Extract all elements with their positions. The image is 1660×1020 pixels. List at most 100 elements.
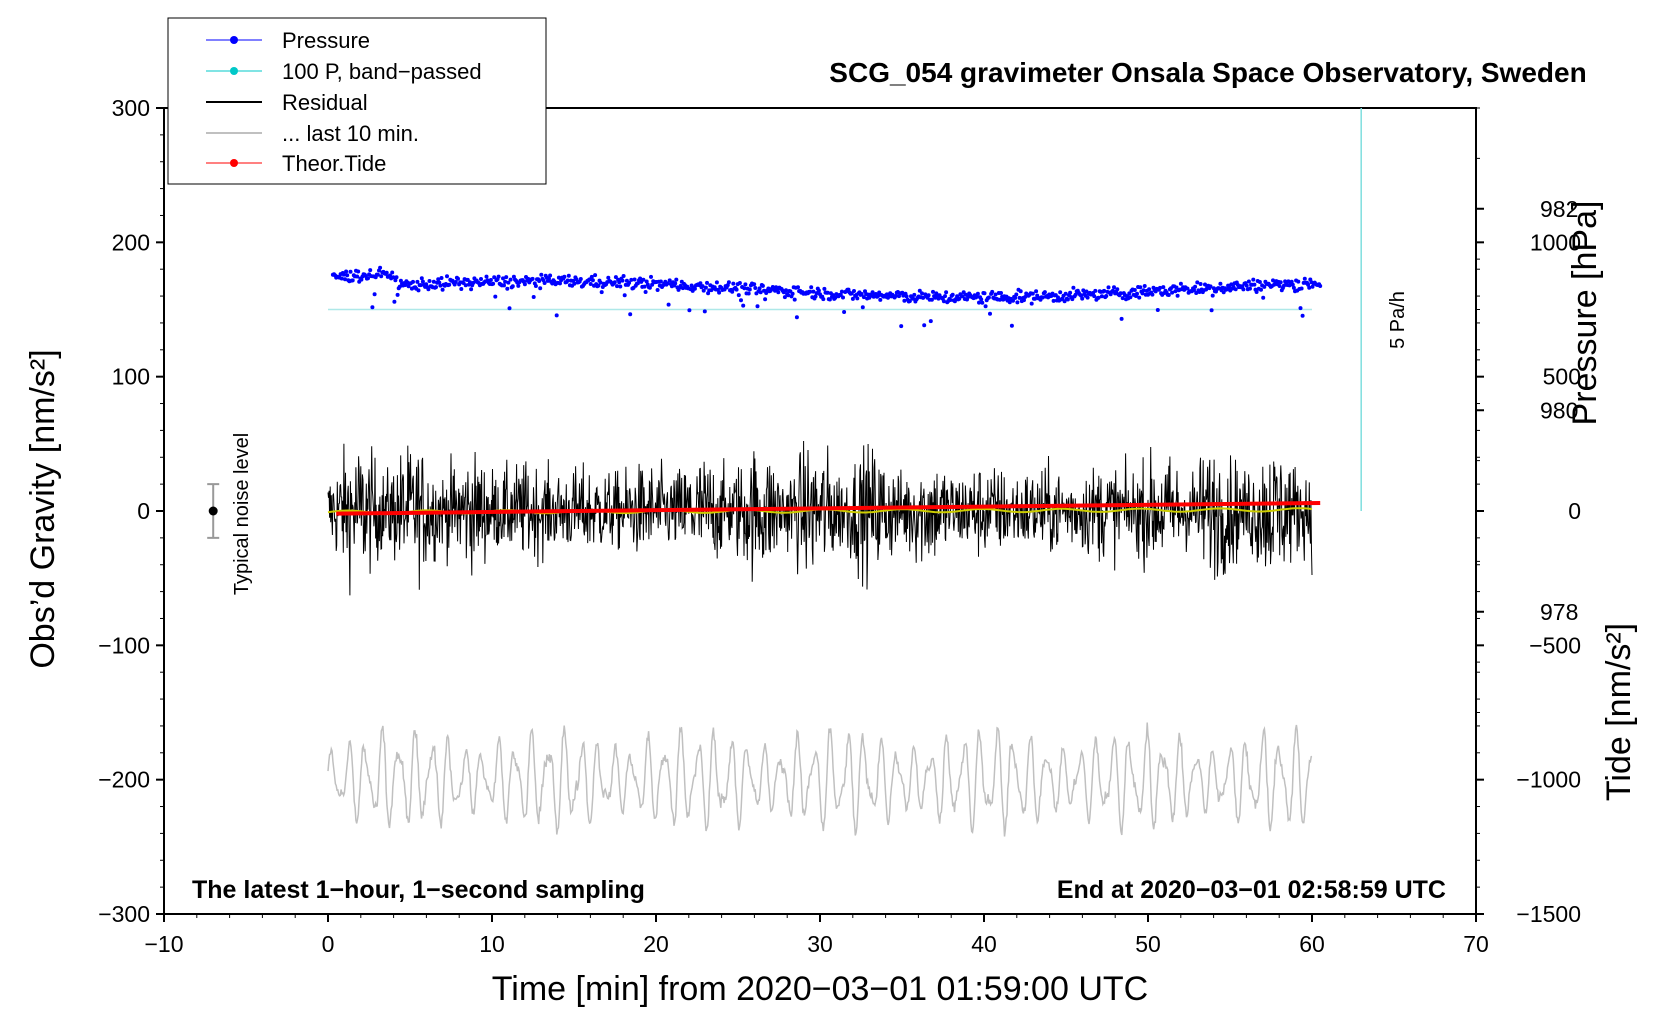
pressure-point [1299,286,1304,291]
pressure-point [714,280,719,285]
pressure-point [437,280,442,285]
pressure-point [1194,291,1199,295]
pressure-point [1244,283,1249,288]
pressure-point [921,295,926,300]
pressure-point [1158,285,1162,290]
pressure-point [493,294,498,299]
pressure-point [950,292,955,297]
pressure-point [980,300,985,305]
pressure-point [622,293,627,298]
pressure-point [593,273,598,278]
pressure-point [1018,289,1023,294]
pressure-point [928,319,933,324]
pressure-point [839,289,844,294]
pressure-point [469,287,474,292]
pressure-point [737,281,742,285]
pressure-point [1040,295,1045,300]
pressure-point [809,285,814,290]
pressure-point [1014,292,1019,297]
pressure-point [418,283,423,288]
pressure-point [1173,289,1178,294]
pressure-point [501,276,505,281]
pressure-point [496,274,501,279]
pressure-point [379,274,384,279]
y-tick-label-tide: 500 [1543,364,1581,390]
pressure-point [395,292,400,297]
pressure-point [1161,285,1166,290]
pressure-point [556,275,561,280]
pressure-point [831,293,836,298]
pressure-point [562,274,567,279]
y-tick-label-left: 0 [137,498,150,524]
pressure-point [359,277,364,282]
pressure-point [384,270,389,275]
pressure-point [855,296,860,301]
pressure-point [776,290,781,295]
pressure-point [687,308,692,313]
pressure-point [1013,295,1018,300]
pressure-point [842,310,847,314]
pressure-point [667,278,672,283]
pressure-point [484,274,489,279]
pressure-point [1193,284,1198,289]
pressure-point [988,311,992,316]
pressure-point [1118,291,1123,296]
pressure-point [368,268,373,273]
pressure-point [456,276,460,281]
pressure-point [680,286,685,291]
pressure-point [431,279,436,284]
pressure-point [366,276,370,281]
pressure-point [1150,292,1155,297]
pressure-series [330,265,1323,329]
pressure-point [1140,291,1145,296]
pressure-point [1063,291,1068,296]
pressure-point [1300,313,1305,318]
pressure-point [1307,285,1312,290]
pressure-point [763,297,768,302]
pressure-point [911,296,916,301]
pressure-point [920,291,924,296]
pressure-point [378,265,383,270]
pressure-point [343,277,347,282]
legend-label-last-10-min: ... last 10 min. [282,121,419,146]
pressure-point [1106,285,1111,290]
pressure-point [757,286,762,291]
pressure-point [427,279,432,283]
y-tick-label-tide: −1000 [1516,767,1581,793]
pressure-point [700,284,705,289]
pressure-point [878,297,883,302]
pressure-point [506,280,511,285]
pressure-point [960,294,965,299]
pressure-point [445,274,449,279]
pressure-point [503,279,508,284]
noise-level-label: Typical noise level [231,433,253,595]
pressure-point [821,297,826,302]
pressure-point [902,298,907,303]
pressure-point [917,288,922,293]
pressure-point [344,269,349,274]
pressure-point [453,280,458,284]
pressure-point [1286,279,1291,284]
pressure-point [416,288,421,293]
pressure-point [893,294,898,298]
pressure-point [1102,288,1107,293]
pressure-point [1218,281,1223,286]
pressure-point [590,278,595,283]
y-tick-label-pressure: 978 [1540,599,1578,625]
pressure-point [355,274,360,279]
pressure-point [1073,292,1078,297]
rate-marker-label: 5 Pa/h [1387,291,1409,349]
y-axis-title-pressure: Pressure [hPa] [1566,201,1604,426]
pressure-point [899,324,904,329]
pressure-point [1119,316,1124,321]
legend-label-pressure: Pressure [282,28,370,53]
pressure-point [794,315,799,320]
y-tick-label-tide: 1000 [1530,229,1581,255]
pressure-point [1080,296,1085,301]
markers [207,108,1362,539]
x-tick-label: 20 [643,931,669,957]
pressure-point [741,303,746,308]
chart-title: SCG_054 gravimeter Onsala Space Observat… [829,57,1586,88]
pressure-point [1132,288,1137,292]
